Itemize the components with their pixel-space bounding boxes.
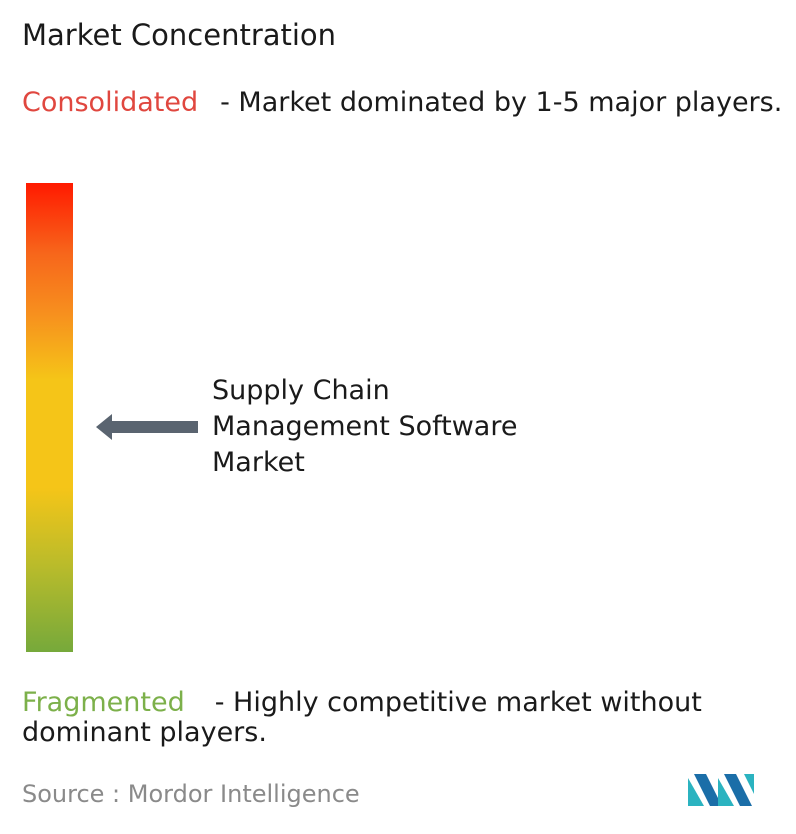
consolidated-description: - Market dominated by 1-5 major players. bbox=[220, 87, 783, 118]
logo-part bbox=[688, 778, 704, 806]
logo-part bbox=[744, 774, 754, 794]
arrow-shape bbox=[96, 414, 198, 440]
logo-part bbox=[694, 774, 722, 806]
concentration-gradient bbox=[26, 183, 73, 652]
source: Source : Mordor Intelligence bbox=[22, 780, 360, 808]
fragmented-line: Fragmented - Highly competitive market wi… bbox=[22, 688, 792, 748]
consolidated-label: Consolidated bbox=[22, 87, 199, 118]
fragmented-description: - Highly competitive market without domi… bbox=[22, 687, 702, 748]
logo-part bbox=[724, 774, 752, 806]
fragmented-label: Fragmented bbox=[22, 687, 185, 718]
title: Market Concentration bbox=[22, 18, 337, 52]
arrow bbox=[96, 414, 198, 440]
market-label: Supply Chain Management Software Market bbox=[212, 375, 518, 478]
logo-part bbox=[718, 778, 734, 806]
logo bbox=[688, 774, 754, 806]
consolidated-line: Consolidated - Market dominated by 1-5 ma… bbox=[22, 88, 792, 118]
